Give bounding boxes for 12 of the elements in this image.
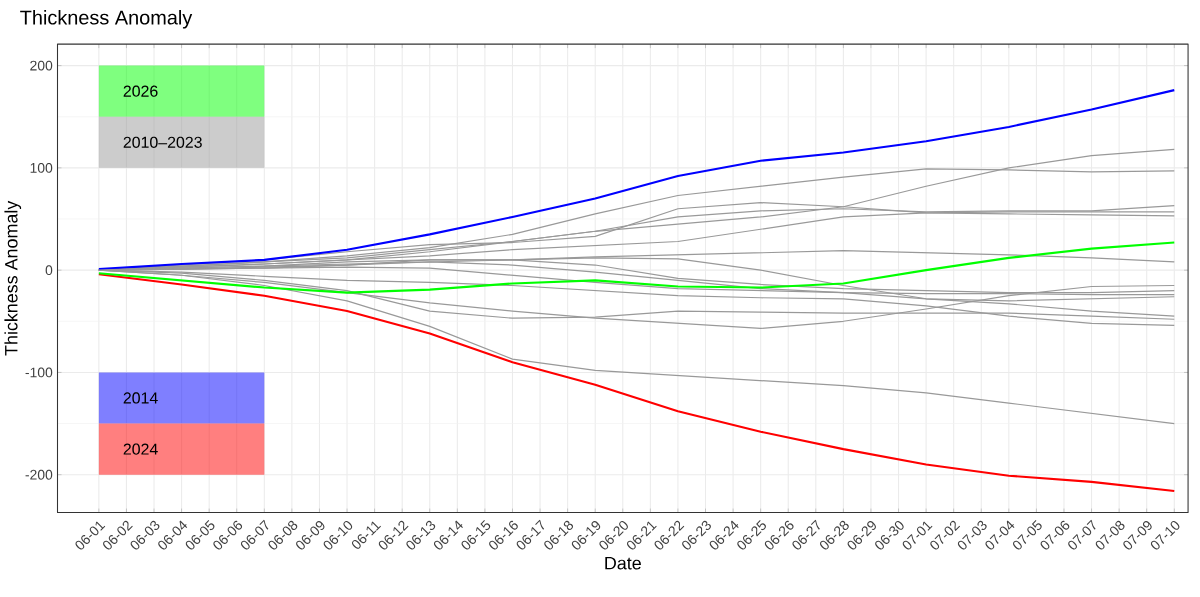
text: 2010–2023 (123, 136, 202, 148)
y-tick-label: 100 (30, 162, 53, 173)
y-tick-label: -200 (25, 469, 53, 480)
y-axis-title: Thickness Anomaly (4, 200, 22, 356)
x-axis-title: Date (605, 556, 641, 570)
text: 2014 (123, 392, 158, 404)
y-tick-label: -100 (25, 367, 53, 378)
chart-title: Thickness Anomaly (20, 9, 193, 29)
y-tick-label: 0 (45, 265, 53, 276)
y-tick-label: 200 (30, 60, 53, 71)
text: 2026 (123, 85, 158, 97)
text: 2024 (123, 443, 158, 455)
